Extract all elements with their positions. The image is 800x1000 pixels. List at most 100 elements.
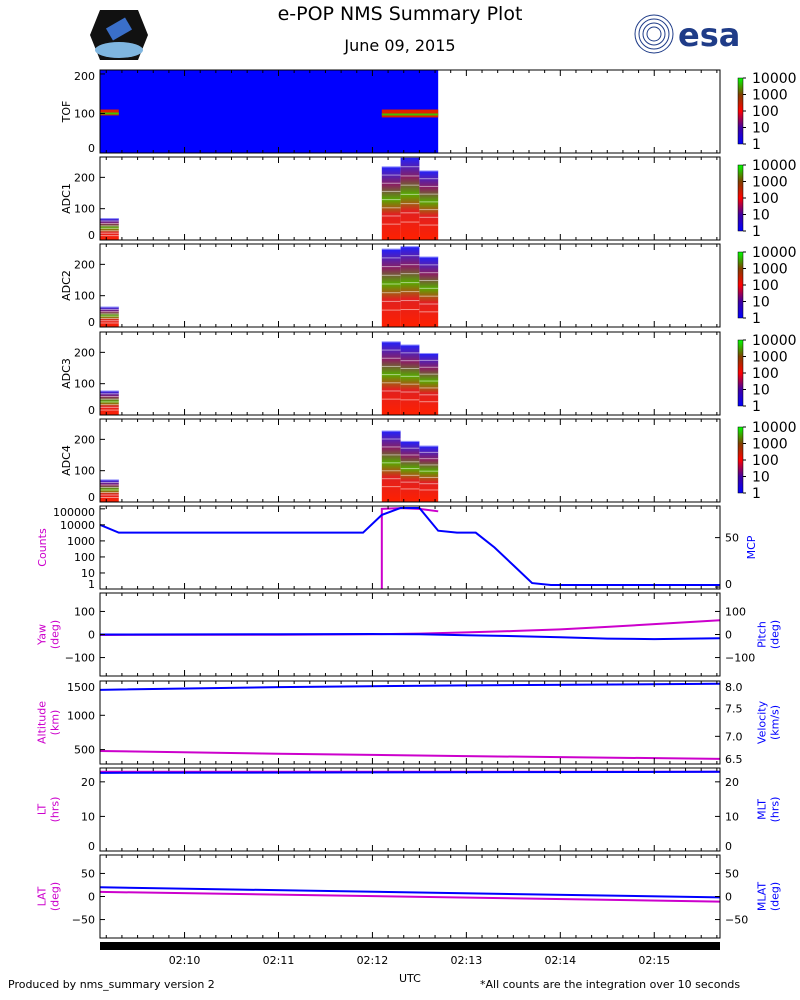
y-tick-label: 100 <box>74 465 95 478</box>
y-tick-label: 0 <box>88 404 95 417</box>
spectrogram-gap <box>100 311 119 313</box>
left-axis-label: Altitude (km) <box>36 701 62 744</box>
series-altitude <box>99 749 721 760</box>
spectrogram-gap <box>381 199 401 201</box>
panel-label-adc3: ADC3 <box>60 358 73 389</box>
spectrogram-gap <box>400 221 420 223</box>
spectrogram-gap <box>419 256 439 258</box>
colorbar <box>737 77 744 145</box>
left-axis-label-line: (deg) <box>49 882 62 911</box>
spectrogram-gap <box>100 218 119 220</box>
spectrogram-gap <box>100 484 119 486</box>
x-tick-label: 02:12 <box>357 954 389 967</box>
footer-left-note: Produced by nms_summary version 2 <box>8 978 215 991</box>
left-axis-label-line: Counts <box>36 528 49 567</box>
spectrogram-gap <box>419 287 439 289</box>
spectrogram-gap <box>419 224 439 226</box>
spectrogram-gap <box>100 404 119 406</box>
spectrogram-gap <box>419 451 439 453</box>
spectrogram-gap <box>419 387 439 389</box>
spectrogram-gap <box>381 374 401 376</box>
spectrogram-gap <box>381 309 401 311</box>
spectrogram-gap <box>381 341 401 343</box>
y-tick-label-right: 50 <box>725 867 739 880</box>
spectrogram-block <box>419 256 439 327</box>
panel-label-adc1: ADC1 <box>60 183 73 214</box>
spectrogram-gap <box>381 390 401 392</box>
spectrogram-gap <box>381 292 401 294</box>
colorbar-label: 1 <box>752 311 761 327</box>
y-tick-label: 0 <box>88 142 95 155</box>
spectrogram-gap <box>400 375 420 377</box>
colorbar-label: 10000 <box>752 420 797 436</box>
spectrogram-gap <box>419 280 439 282</box>
spectrogram-gap <box>419 445 439 447</box>
series-mlt <box>99 770 721 774</box>
y-tick-label: 200 <box>74 258 95 271</box>
footer-right-note: *All counts are the integration over 10 … <box>480 978 741 991</box>
panel-frame-adc4 <box>99 418 721 503</box>
left-axis-label: Yaw (deg) <box>36 620 62 649</box>
spectrogram-gap <box>400 291 420 293</box>
spectrogram-gap <box>100 479 119 481</box>
right-axis-label-line: Pitch <box>756 621 769 648</box>
spectrogram-block <box>400 440 420 502</box>
spectrogram-gap <box>381 182 401 184</box>
left-axis-label: Counts <box>36 528 49 567</box>
panel-frame-adc3 <box>99 331 721 416</box>
panel-frame <box>99 505 721 590</box>
y-tick-label-right: 7.5 <box>725 703 743 716</box>
panel-label-adc3-line: ADC3 <box>60 358 73 389</box>
colorbar-label: 10 <box>752 383 770 399</box>
y-tick-label-left: 0 <box>88 840 95 853</box>
panel-frame <box>99 767 721 852</box>
spectrogram-gap <box>381 283 401 285</box>
spectrogram-gap <box>400 468 420 470</box>
panel-frame-adc1 <box>99 156 721 241</box>
colorbar-label: 10000 <box>752 245 797 261</box>
y-tick-label-right: 7.0 <box>725 730 743 743</box>
left-axis-label-line: (deg) <box>49 620 62 649</box>
spectrogram-gap <box>100 320 119 322</box>
y-tick-label-left: 20 <box>81 776 95 789</box>
right-axis-label-line: Velocity <box>756 700 769 744</box>
y-tick-label-left: 100000 <box>53 506 95 519</box>
spectrogram-gap <box>381 166 401 168</box>
spectrogram-gap <box>381 454 401 456</box>
y-tick-label-left: 500 <box>74 744 95 757</box>
spectrogram-gap <box>381 462 401 464</box>
x-tick-label: 02:15 <box>638 954 670 967</box>
spectrogram-gap <box>419 170 439 172</box>
spectrogram-gap <box>100 481 119 483</box>
panel-label-adc1-line: ADC1 <box>60 183 73 214</box>
panel-0 <box>99 506 720 589</box>
series-lat <box>99 890 721 903</box>
colorbar <box>737 251 744 319</box>
y-tick-label-right: −50 <box>725 914 748 927</box>
colorbar-label: 10 <box>752 208 770 224</box>
panel-label-tof-line: TOF <box>60 101 73 124</box>
spectrogram-gap <box>419 311 439 313</box>
y-tick-label-left: 100 <box>74 551 95 564</box>
spectrogram-gap <box>381 365 401 367</box>
left-axis-label-line: LT <box>36 804 49 816</box>
spectrogram-gap <box>400 360 420 362</box>
y-tick-label-right: 6.5 <box>725 753 743 766</box>
spectrogram-gap <box>100 227 119 229</box>
spectrogram-gap <box>100 230 119 232</box>
spectrogram-gap <box>381 478 401 480</box>
spectrogram-gap <box>419 295 439 297</box>
spectrogram-gap <box>400 368 420 370</box>
y-tick-label-left: −50 <box>72 914 95 927</box>
spectrogram-gap <box>381 223 401 225</box>
colorbar-label: 1000 <box>752 88 788 104</box>
colorbar-label: 1000 <box>752 437 788 453</box>
y-tick-label-left: 1500 <box>67 681 95 694</box>
right-axis-label: Velocity (km/s) <box>756 700 782 744</box>
right-axis-label-line: (deg) <box>769 882 782 911</box>
spectrogram-gap <box>100 313 119 315</box>
spectrogram-gap <box>381 215 401 217</box>
spectrogram-gap <box>400 246 420 248</box>
